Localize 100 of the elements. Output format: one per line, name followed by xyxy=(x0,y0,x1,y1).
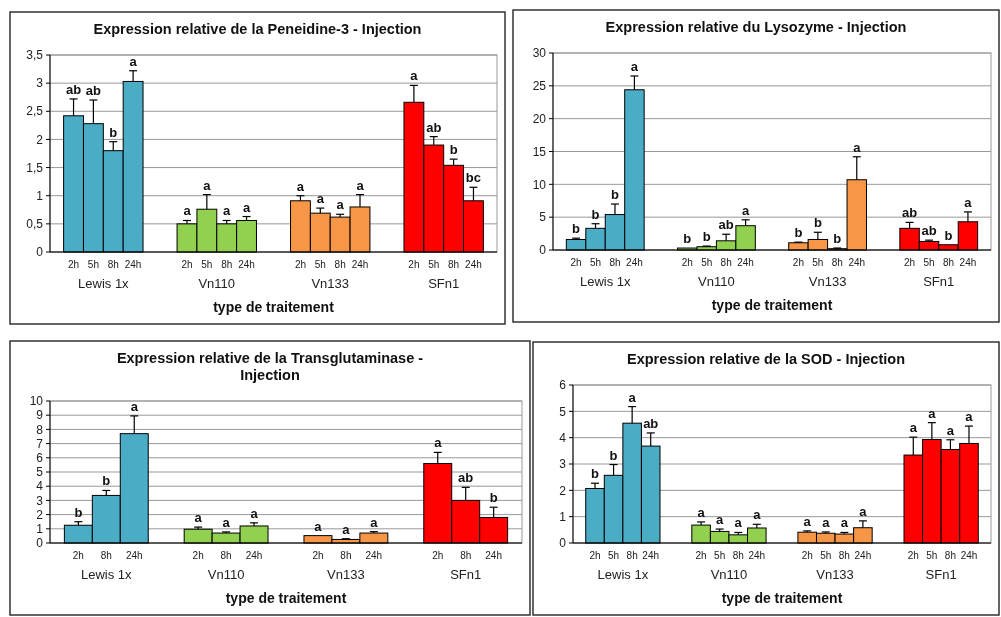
data-label: ab xyxy=(921,223,937,239)
x-tick-label: Vn110 xyxy=(698,274,735,289)
text: 2h xyxy=(907,550,919,561)
x-tick-label: Lewis 1x xyxy=(81,567,133,582)
series-label: 8h xyxy=(100,550,112,561)
text: 8h xyxy=(732,550,744,561)
data-label: b xyxy=(683,231,692,247)
data-label: b xyxy=(813,215,822,231)
y-tick-label: 2,5 xyxy=(26,104,44,119)
data-label: b xyxy=(609,447,618,463)
y-tick-label: 2 xyxy=(559,483,567,498)
x-tick-label: SFn1 xyxy=(925,567,957,582)
y-tick-label: 10 xyxy=(532,177,547,192)
data-label: a xyxy=(183,203,192,219)
data-label: a xyxy=(734,515,743,531)
data-label: a xyxy=(356,177,365,193)
x-tick-label: Lewis 1x xyxy=(78,276,130,291)
data-label: a xyxy=(753,507,762,523)
text: 5h xyxy=(701,257,713,268)
data-label: a xyxy=(628,389,637,405)
data-label: b xyxy=(702,229,711,245)
x-tick-label: SFn1 xyxy=(428,276,460,291)
series-label: 8h xyxy=(609,257,621,268)
data-label: ab xyxy=(85,83,102,99)
text: 2h xyxy=(801,550,813,561)
text: 8h xyxy=(220,550,232,561)
data-label: ab xyxy=(643,415,659,431)
data-label: bc xyxy=(465,170,482,186)
series-label: 24h xyxy=(626,257,643,268)
text: 24h xyxy=(737,257,754,268)
series-label: 5h xyxy=(608,550,620,561)
series-label: 2h xyxy=(67,259,80,270)
text: 2h xyxy=(192,550,204,561)
text: 5h xyxy=(820,550,832,561)
y-tick-label: 5 xyxy=(36,465,44,480)
text: 5h xyxy=(926,550,938,561)
y-tick-label: 8 xyxy=(36,422,44,437)
data-label: a xyxy=(314,518,323,534)
x-tick-label: Lewis 1x xyxy=(579,274,632,289)
data-label: a xyxy=(964,194,973,210)
text: 24h xyxy=(485,550,502,561)
text: 8h xyxy=(448,259,460,270)
x-tick-label: Vn133 xyxy=(816,567,854,582)
data-label: a xyxy=(840,515,849,531)
text: 2h xyxy=(695,550,707,561)
x-tick-label: Lewis 1x xyxy=(597,567,649,582)
text: 24h xyxy=(465,259,482,270)
text: 5h xyxy=(812,257,824,268)
text: 24h xyxy=(238,259,255,270)
text: 8h xyxy=(838,550,850,561)
data-label: b xyxy=(449,142,458,158)
text: 24h xyxy=(959,257,977,268)
y-tick-label: 0 xyxy=(539,243,547,258)
text: 8h xyxy=(340,550,352,561)
data-label: a xyxy=(336,197,345,213)
data-label: a xyxy=(223,203,232,219)
text: 24h xyxy=(245,550,263,561)
y-tick-label: 1 xyxy=(559,509,567,524)
text: 24h xyxy=(365,550,383,561)
data-label: a xyxy=(859,503,868,519)
y-tick-label: 0 xyxy=(36,536,44,551)
text: 2h xyxy=(408,259,420,270)
data-label: a xyxy=(194,510,203,526)
data-label: a xyxy=(853,139,862,155)
series-label: 2h xyxy=(72,550,84,561)
text: 5h xyxy=(714,550,726,561)
data-label: a xyxy=(296,178,305,194)
y-tick-label: 25 xyxy=(532,79,547,94)
text: 24h xyxy=(848,257,866,268)
data-label: a xyxy=(250,505,259,521)
data-label: a xyxy=(697,504,706,520)
data-label: b xyxy=(102,473,111,489)
text: 2h xyxy=(181,259,193,270)
y-tick-label: 15 xyxy=(532,144,547,159)
data-label: b xyxy=(833,231,842,247)
x-tick-label: Vn133 xyxy=(311,276,350,291)
data-label: ab xyxy=(65,81,82,97)
data-label: ab xyxy=(718,217,734,233)
y-tick-label: 5 xyxy=(559,404,567,419)
x-tick-label: SFn1 xyxy=(923,274,955,289)
x-axis-title: type de traitement xyxy=(721,590,843,606)
data-label: b xyxy=(74,504,83,520)
data-label: a xyxy=(928,405,937,421)
y-tick-label: 6 xyxy=(36,451,44,465)
series-label: 8h xyxy=(107,259,119,270)
y-tick-label: 0,5 xyxy=(26,217,44,232)
text: 8h xyxy=(944,550,956,561)
data-label: a xyxy=(222,514,231,530)
data-label: ab xyxy=(458,470,474,486)
text: 8h xyxy=(942,257,955,268)
series-label: 2h xyxy=(570,257,582,268)
y-tick-label: 5 xyxy=(539,210,547,225)
y-tick-label: 3,5 xyxy=(26,48,44,63)
data-label: a xyxy=(965,409,974,425)
data-label: b xyxy=(489,490,498,506)
series-label: 24h xyxy=(642,550,660,561)
data-label: a xyxy=(822,514,831,530)
data-label: a xyxy=(242,199,251,215)
data-label: b xyxy=(591,466,600,482)
y-tick-label: 1 xyxy=(36,522,44,536)
